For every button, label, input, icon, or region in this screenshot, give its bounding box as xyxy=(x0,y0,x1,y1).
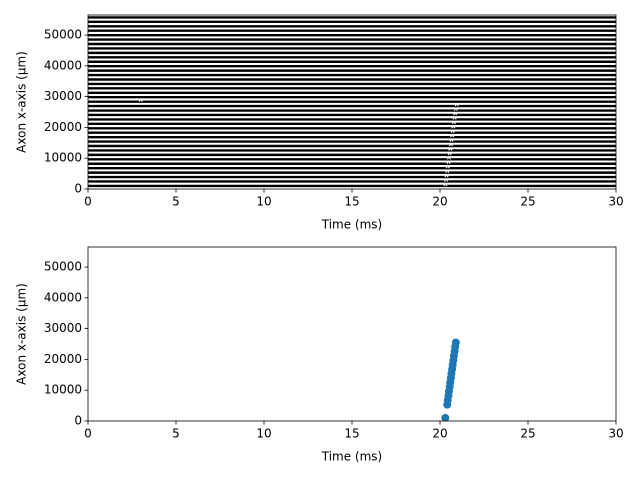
spike xyxy=(450,132,455,138)
y-axis-label: Axon x-axis (µm) xyxy=(15,51,29,153)
y-tick-label: 0 xyxy=(74,414,82,428)
y-tick-label: 20000 xyxy=(44,120,82,134)
x-tick-label: 25 xyxy=(520,195,535,209)
x-tick-label: 15 xyxy=(344,427,359,441)
y-tick-label: 50000 xyxy=(44,28,82,42)
x-tick-label: 0 xyxy=(84,195,92,209)
spike xyxy=(453,110,458,116)
x-tick-label: 5 xyxy=(172,427,180,441)
x-tick-label: 0 xyxy=(84,427,92,441)
spike xyxy=(445,168,450,173)
spike xyxy=(447,150,452,156)
x-tick-label: 10 xyxy=(256,195,271,209)
spike xyxy=(445,163,450,169)
y-axis-label: Axon x-axis (µm) xyxy=(15,283,29,385)
point xyxy=(441,413,450,421)
spike xyxy=(448,146,453,151)
x-tick-label: 25 xyxy=(520,427,535,441)
spike xyxy=(443,177,449,182)
spike xyxy=(451,119,456,125)
spike xyxy=(446,159,451,165)
plot-area xyxy=(441,338,460,421)
y-tick-label: 50000 xyxy=(44,260,82,274)
x-axis-label: Time (ms) xyxy=(321,218,383,232)
spike xyxy=(443,181,448,187)
x-tick-label: 15 xyxy=(344,195,359,209)
x-tick-label: 20 xyxy=(432,427,447,441)
x-tick-label: 30 xyxy=(608,427,623,441)
spike xyxy=(444,172,449,178)
x-tick-label: 5 xyxy=(172,195,180,209)
spike xyxy=(448,141,453,147)
y-tick-label: 40000 xyxy=(44,58,82,72)
point xyxy=(451,338,460,347)
spike xyxy=(451,123,456,129)
spike xyxy=(453,106,458,111)
spike xyxy=(449,137,454,142)
y-tick-label: 10000 xyxy=(44,383,82,397)
y-tick-label: 30000 xyxy=(44,89,82,103)
spike xyxy=(452,115,457,120)
x-axis-label: Time (ms) xyxy=(321,450,383,464)
spike xyxy=(450,128,455,133)
y-tick-label: 0 xyxy=(74,182,82,196)
y-tick-label: 20000 xyxy=(44,352,82,366)
plot-area xyxy=(88,16,616,188)
x-tick-label: 20 xyxy=(432,195,447,209)
axes-frame xyxy=(87,246,617,422)
spike xyxy=(454,101,459,107)
spike xyxy=(446,154,452,160)
spike xyxy=(138,97,143,102)
x-tick-label: 10 xyxy=(256,427,271,441)
y-tick-label: 40000 xyxy=(44,290,82,304)
y-tick-label: 30000 xyxy=(44,321,82,335)
x-tick-label: 30 xyxy=(608,195,623,209)
y-tick-label: 10000 xyxy=(44,151,82,165)
